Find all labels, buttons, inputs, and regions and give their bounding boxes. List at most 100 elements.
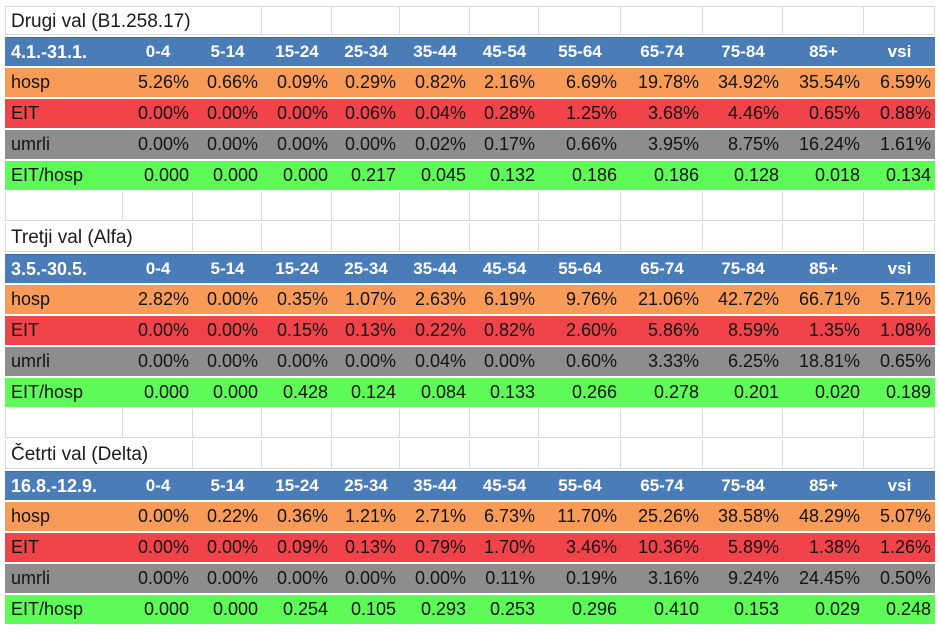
cell-value[interactable]: 0.000 bbox=[212, 599, 258, 619]
col-header[interactable]: vsi bbox=[887, 259, 912, 278]
cell-value[interactable]: 6.25% bbox=[727, 351, 779, 371]
col-header[interactable]: 65-74 bbox=[640, 259, 684, 278]
cell-value[interactable]: 34.92% bbox=[717, 72, 779, 92]
cell-value[interactable]: 0.66% bbox=[206, 72, 258, 92]
cell-value[interactable]: 0.00% bbox=[414, 568, 466, 588]
row-label[interactable]: hosp bbox=[11, 289, 51, 309]
cell-value[interactable]: 0.82% bbox=[483, 320, 535, 340]
col-header[interactable]: 5-14 bbox=[210, 42, 245, 61]
cell-value[interactable]: 0.82% bbox=[414, 72, 466, 92]
cell-value[interactable]: 5.07% bbox=[879, 506, 931, 526]
cell-value[interactable]: 16.24% bbox=[798, 134, 860, 154]
cell-value[interactable]: 0.13% bbox=[344, 537, 396, 557]
empty-cell[interactable] bbox=[400, 409, 470, 437]
cell-value[interactable]: 1.70% bbox=[483, 537, 535, 557]
empty-cell[interactable] bbox=[262, 440, 332, 468]
cell-value[interactable]: 0.22% bbox=[206, 506, 258, 526]
cell-value[interactable]: 0.06% bbox=[344, 103, 396, 123]
empty-cell[interactable] bbox=[703, 409, 783, 437]
col-header[interactable]: 85+ bbox=[809, 42, 838, 61]
row-label[interactable]: hosp bbox=[11, 72, 51, 92]
empty-cell[interactable] bbox=[783, 192, 864, 220]
empty-cell[interactable] bbox=[783, 409, 864, 437]
row-label[interactable]: EIT/hosp bbox=[11, 382, 84, 402]
cell-value[interactable]: 10.36% bbox=[637, 537, 699, 557]
cell-value[interactable]: 0.65% bbox=[879, 351, 931, 371]
cell-value[interactable]: 0.084 bbox=[420, 382, 466, 402]
col-header[interactable]: 5-14 bbox=[210, 259, 245, 278]
cell-value[interactable]: 0.00% bbox=[483, 351, 535, 371]
cell-value[interactable]: 3.68% bbox=[647, 103, 699, 123]
cell-value[interactable]: 0.132 bbox=[489, 165, 535, 185]
cell-value[interactable]: 0.253 bbox=[489, 599, 535, 619]
cell-value[interactable]: 0.029 bbox=[814, 599, 860, 619]
cell-value[interactable]: 0.00% bbox=[137, 568, 189, 588]
cell-value[interactable]: 2.63% bbox=[414, 289, 466, 309]
empty-cell[interactable] bbox=[332, 7, 400, 34]
empty-cell[interactable] bbox=[262, 409, 332, 437]
col-header[interactable]: 15-24 bbox=[275, 476, 319, 495]
empty-cell[interactable] bbox=[621, 409, 703, 437]
cell-value[interactable]: 0.11% bbox=[485, 568, 535, 588]
cell-value[interactable]: 0.278 bbox=[653, 382, 699, 402]
empty-cell[interactable] bbox=[864, 192, 935, 220]
empty-cell[interactable] bbox=[123, 223, 193, 251]
empty-cell[interactable] bbox=[864, 223, 935, 251]
col-header[interactable]: 15-24 bbox=[275, 42, 319, 61]
cell-value[interactable]: 0.00% bbox=[206, 568, 258, 588]
empty-cell[interactable] bbox=[539, 409, 621, 437]
cell-value[interactable]: 0.000 bbox=[212, 382, 258, 402]
empty-cell[interactable] bbox=[193, 192, 262, 220]
cell-value[interactable]: 1.08% bbox=[879, 320, 931, 340]
empty-cell[interactable] bbox=[621, 192, 703, 220]
empty-cell[interactable] bbox=[621, 7, 703, 34]
cell-value[interactable]: 0.00% bbox=[276, 103, 328, 123]
cell-value[interactable]: 0.50% bbox=[879, 568, 931, 588]
col-header[interactable]: 35-44 bbox=[413, 42, 457, 61]
cell-value[interactable]: 1.35% bbox=[808, 320, 860, 340]
row-label[interactable]: umrli bbox=[11, 568, 50, 588]
cell-value[interactable]: 1.26% bbox=[879, 537, 931, 557]
col-header[interactable]: 75-84 bbox=[721, 259, 765, 278]
cell-value[interactable]: 0.410 bbox=[653, 599, 699, 619]
cell-value[interactable]: 0.79% bbox=[414, 537, 466, 557]
cell-value[interactable]: 6.73% bbox=[483, 506, 535, 526]
empty-cell[interactable] bbox=[5, 7, 123, 34]
col-header[interactable]: vsi bbox=[887, 42, 912, 61]
empty-cell[interactable] bbox=[5, 440, 123, 468]
cell-value[interactable]: 0.09% bbox=[276, 72, 328, 92]
empty-cell[interactable] bbox=[703, 440, 783, 468]
cell-value[interactable]: 3.95% bbox=[647, 134, 699, 154]
cell-value[interactable]: 0.128 bbox=[733, 165, 779, 185]
cell-value[interactable]: 48.29% bbox=[798, 506, 860, 526]
empty-cell[interactable] bbox=[783, 440, 864, 468]
cell-value[interactable]: 35.54% bbox=[798, 72, 860, 92]
empty-cell[interactable] bbox=[5, 409, 123, 437]
empty-cell[interactable] bbox=[783, 7, 864, 34]
col-header[interactable]: 45-54 bbox=[482, 259, 527, 278]
cell-value[interactable]: 0.153 bbox=[733, 599, 779, 619]
cell-value[interactable]: 0.09% bbox=[276, 537, 328, 557]
empty-cell[interactable] bbox=[123, 409, 193, 437]
cell-value[interactable]: 0.00% bbox=[206, 289, 258, 309]
cell-value[interactable]: 6.59% bbox=[879, 72, 931, 92]
empty-cell[interactable] bbox=[864, 7, 935, 34]
cell-value[interactable]: 0.28% bbox=[483, 103, 535, 123]
cell-value[interactable]: 0.02% bbox=[414, 134, 466, 154]
col-header[interactable]: 65-74 bbox=[640, 42, 684, 61]
cell-value[interactable]: 0.186 bbox=[571, 165, 617, 185]
date-range-header[interactable]: 3.5.-30.5. bbox=[11, 259, 88, 279]
cell-value[interactable]: 0.186 bbox=[653, 165, 699, 185]
cell-value[interactable]: 0.000 bbox=[282, 165, 328, 185]
cell-value[interactable]: 0.00% bbox=[137, 351, 189, 371]
cell-value[interactable]: 2.60% bbox=[565, 320, 617, 340]
col-header[interactable]: 85+ bbox=[809, 476, 838, 495]
row-label[interactable]: umrli bbox=[11, 134, 50, 154]
empty-cell[interactable] bbox=[332, 192, 400, 220]
cell-value[interactable]: 6.69% bbox=[565, 72, 617, 92]
empty-cell[interactable] bbox=[470, 192, 539, 220]
cell-value[interactable]: 2.71% bbox=[414, 506, 466, 526]
cell-value[interactable]: 0.00% bbox=[137, 506, 189, 526]
cell-value[interactable]: 3.33% bbox=[647, 351, 699, 371]
empty-cell[interactable] bbox=[470, 440, 539, 468]
